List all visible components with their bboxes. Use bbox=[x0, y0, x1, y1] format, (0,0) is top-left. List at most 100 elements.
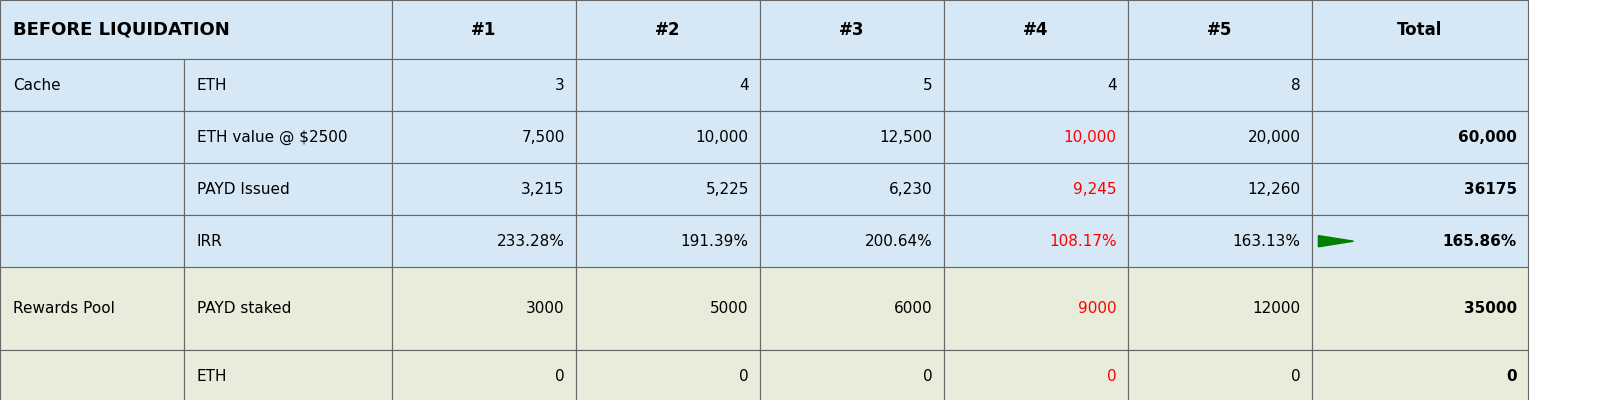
Bar bbox=[392, 0, 576, 59]
Bar bbox=[760, 59, 944, 111]
Polygon shape bbox=[1318, 236, 1354, 247]
Bar bbox=[760, 111, 944, 163]
Text: 6000: 6000 bbox=[894, 301, 933, 316]
Text: Rewards Pool: Rewards Pool bbox=[13, 301, 115, 316]
Bar bbox=[944, 111, 1128, 163]
Text: #4: #4 bbox=[1024, 20, 1048, 38]
Bar bbox=[184, 59, 392, 111]
Bar bbox=[184, 111, 392, 163]
Text: 191.39%: 191.39% bbox=[682, 234, 749, 249]
Text: 60,000: 60,000 bbox=[1458, 130, 1517, 145]
Bar bbox=[392, 267, 576, 350]
Text: 35000: 35000 bbox=[1464, 301, 1517, 316]
Bar bbox=[1312, 59, 1528, 111]
Text: IRR: IRR bbox=[197, 234, 222, 249]
Bar bbox=[1128, 163, 1312, 215]
Bar bbox=[944, 350, 1128, 400]
Text: 12,260: 12,260 bbox=[1248, 182, 1301, 197]
Bar bbox=[1128, 59, 1312, 111]
Text: 0: 0 bbox=[1291, 369, 1301, 384]
Text: PAYD Issued: PAYD Issued bbox=[197, 182, 290, 197]
Text: 5,225: 5,225 bbox=[706, 182, 749, 197]
Text: 5: 5 bbox=[923, 78, 933, 93]
Bar bbox=[576, 111, 760, 163]
Bar bbox=[944, 215, 1128, 267]
Text: 3000: 3000 bbox=[526, 301, 565, 316]
Bar bbox=[576, 0, 760, 59]
Text: Total: Total bbox=[1397, 20, 1443, 38]
Text: 0: 0 bbox=[1107, 369, 1117, 384]
Text: #2: #2 bbox=[656, 20, 680, 38]
Bar bbox=[576, 59, 760, 111]
Bar bbox=[944, 0, 1128, 59]
Bar bbox=[1312, 163, 1528, 215]
Bar bbox=[392, 350, 576, 400]
Bar bbox=[944, 163, 1128, 215]
Text: 10,000: 10,000 bbox=[1064, 130, 1117, 145]
Text: ETH value @ $2500: ETH value @ $2500 bbox=[197, 130, 347, 145]
Bar bbox=[760, 350, 944, 400]
Text: 233.28%: 233.28% bbox=[498, 234, 565, 249]
Text: 4: 4 bbox=[1107, 78, 1117, 93]
Bar bbox=[184, 267, 392, 350]
Text: 7,500: 7,500 bbox=[522, 130, 565, 145]
Bar bbox=[1128, 267, 1312, 350]
Text: 10,000: 10,000 bbox=[696, 130, 749, 145]
Text: 163.13%: 163.13% bbox=[1232, 234, 1301, 249]
Text: 3: 3 bbox=[555, 78, 565, 93]
Bar bbox=[1128, 0, 1312, 59]
Bar bbox=[944, 59, 1128, 111]
Bar bbox=[760, 0, 944, 59]
Text: 36175: 36175 bbox=[1464, 182, 1517, 197]
Bar bbox=[576, 215, 760, 267]
Text: 5000: 5000 bbox=[710, 301, 749, 316]
Text: 12,500: 12,500 bbox=[880, 130, 933, 145]
Text: 0: 0 bbox=[739, 369, 749, 384]
Text: 108.17%: 108.17% bbox=[1050, 234, 1117, 249]
Bar bbox=[0, 111, 184, 163]
Text: 200.64%: 200.64% bbox=[866, 234, 933, 249]
Text: #1: #1 bbox=[472, 20, 496, 38]
Text: Cache: Cache bbox=[13, 78, 61, 93]
Bar bbox=[576, 350, 760, 400]
Text: 9,245: 9,245 bbox=[1074, 182, 1117, 197]
Text: 165.86%: 165.86% bbox=[1443, 234, 1517, 249]
Bar bbox=[0, 350, 184, 400]
Text: 6,230: 6,230 bbox=[890, 182, 933, 197]
Text: PAYD staked: PAYD staked bbox=[197, 301, 291, 316]
Bar bbox=[392, 163, 576, 215]
Text: 12000: 12000 bbox=[1253, 301, 1301, 316]
Bar bbox=[0, 215, 184, 267]
Bar bbox=[1312, 215, 1528, 267]
Text: 3,215: 3,215 bbox=[522, 182, 565, 197]
Bar bbox=[184, 215, 392, 267]
Bar bbox=[1128, 111, 1312, 163]
Bar bbox=[576, 163, 760, 215]
Bar bbox=[0, 59, 184, 111]
Bar bbox=[760, 215, 944, 267]
Bar bbox=[392, 215, 576, 267]
Bar bbox=[1312, 111, 1528, 163]
Text: 20,000: 20,000 bbox=[1248, 130, 1301, 145]
Bar bbox=[1128, 350, 1312, 400]
Bar bbox=[184, 350, 392, 400]
Text: 0: 0 bbox=[1506, 369, 1517, 384]
Text: #5: #5 bbox=[1208, 20, 1232, 38]
Bar bbox=[0, 267, 184, 350]
Text: #3: #3 bbox=[840, 20, 864, 38]
Bar bbox=[1128, 215, 1312, 267]
Text: 8: 8 bbox=[1291, 78, 1301, 93]
Bar bbox=[1312, 0, 1528, 59]
Text: BEFORE LIQUIDATION: BEFORE LIQUIDATION bbox=[13, 20, 229, 38]
Bar bbox=[760, 163, 944, 215]
Bar bbox=[0, 163, 184, 215]
Text: ETH: ETH bbox=[197, 369, 227, 384]
Bar bbox=[0, 0, 392, 59]
Bar bbox=[392, 59, 576, 111]
Text: 4: 4 bbox=[739, 78, 749, 93]
Bar bbox=[760, 267, 944, 350]
Bar bbox=[392, 111, 576, 163]
Bar bbox=[576, 267, 760, 350]
Text: 0: 0 bbox=[555, 369, 565, 384]
Text: 0: 0 bbox=[923, 369, 933, 384]
